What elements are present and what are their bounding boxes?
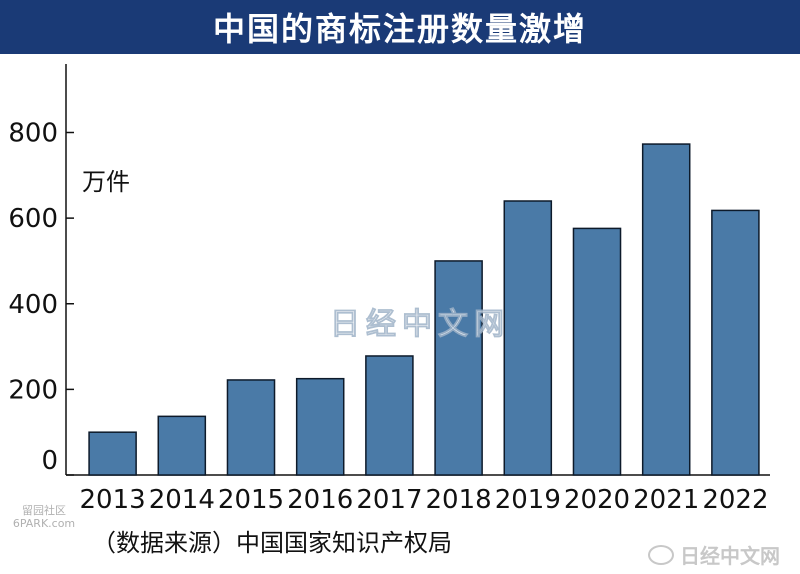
- chart-title: 中国的商标注册数量激增: [212, 10, 587, 48]
- x-tick-label: 2018: [426, 485, 492, 515]
- y-tick-label: 800: [8, 119, 58, 149]
- x-tick-label: 2019: [495, 485, 561, 515]
- x-tick-label: 2021: [633, 485, 699, 515]
- bar: [365, 355, 414, 476]
- bar: [434, 260, 483, 476]
- x-tick-label: 2014: [149, 485, 215, 515]
- x-tick-label: 2016: [287, 485, 353, 515]
- bar: [226, 379, 276, 476]
- bar: [711, 209, 760, 476]
- bar: [157, 415, 207, 476]
- corner-watermark-line2: 6PARK.com: [12, 517, 76, 530]
- bottom-watermark-text: 日经中文网: [680, 544, 780, 568]
- x-tick-label: 2013: [80, 485, 146, 515]
- chart-title-bar: 中国的商标注册数量激增: [0, 0, 800, 54]
- x-tick-label: 2022: [702, 485, 768, 515]
- y-tick-label: 0: [41, 446, 58, 476]
- corner-watermark-line1: 留园社区: [22, 504, 66, 517]
- bar: [295, 377, 345, 476]
- bar: [503, 200, 553, 476]
- corner-watermark: 留园社区 6PARK.com: [4, 504, 84, 530]
- bar: [641, 143, 691, 476]
- x-tick-label: 2020: [564, 485, 630, 515]
- y-tick-label: 200: [8, 375, 58, 405]
- x-tick-label: 2015: [218, 485, 284, 515]
- y-tick-label: 400: [8, 290, 58, 320]
- source-note: （数据来源）中国国家知识产权局: [92, 529, 452, 557]
- bar: [572, 227, 622, 476]
- weibo-icon: [648, 544, 674, 565]
- y-tick-label: 600: [8, 204, 58, 234]
- bottom-watermark: 日经中文网: [648, 540, 780, 569]
- x-tick-label: 2017: [356, 485, 422, 515]
- y-unit-label: 万件: [82, 168, 130, 196]
- center-watermark: 日经中文网: [330, 307, 510, 342]
- bar: [88, 431, 137, 476]
